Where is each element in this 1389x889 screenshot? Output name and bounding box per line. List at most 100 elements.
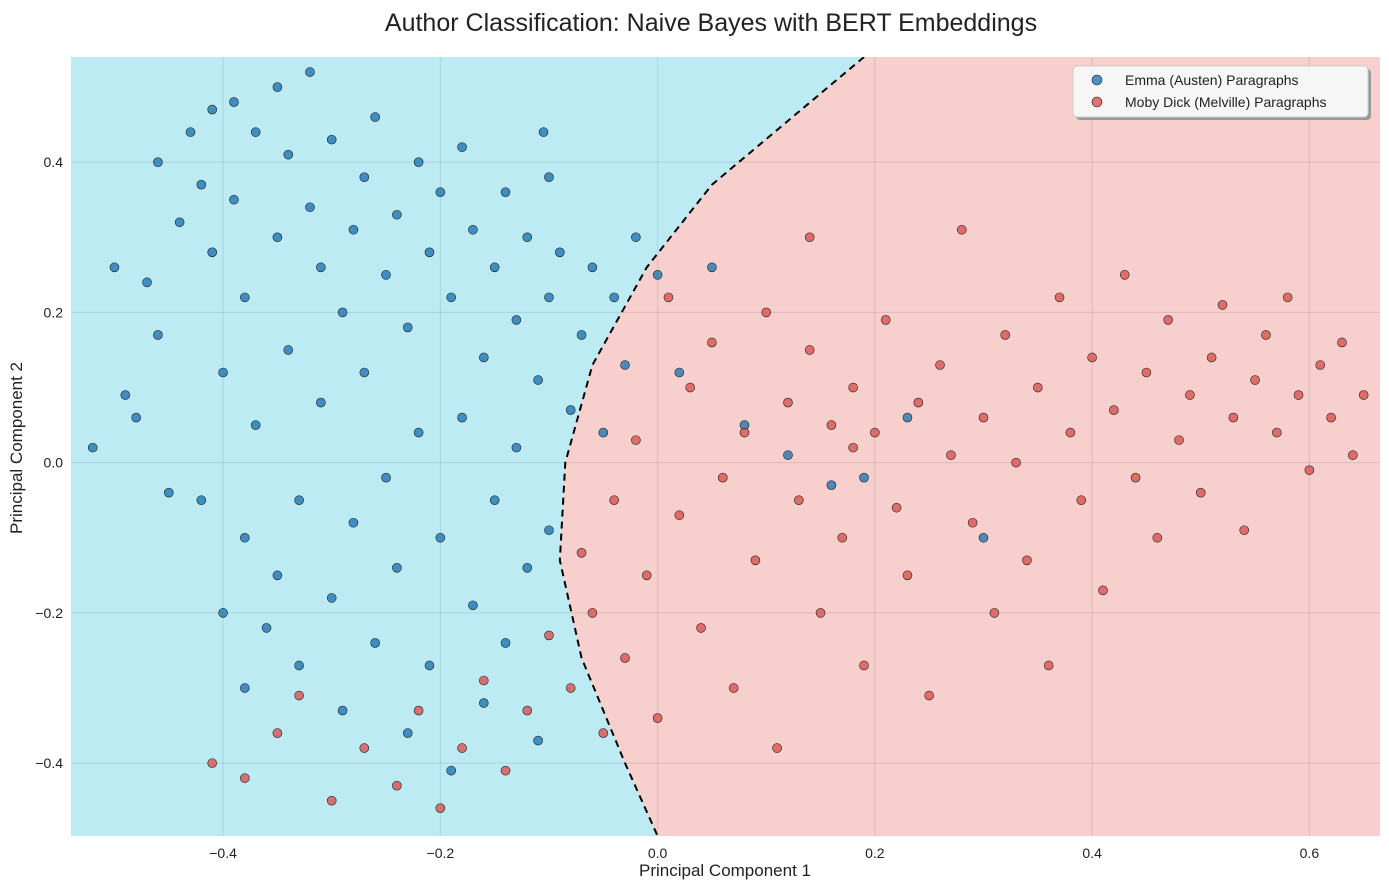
- moby-dick-data-point: [1152, 532, 1163, 543]
- moby-dick-data-point: [652, 713, 663, 723]
- emma-data-point: [207, 104, 218, 115]
- moby-dick-data-point: [1174, 435, 1184, 445]
- emma-data-point: [359, 367, 370, 378]
- moby-dick-data-point: [1250, 375, 1260, 385]
- moby-dick-data-point: [1065, 427, 1076, 438]
- moby-dick-data-point: [1043, 660, 1054, 671]
- emma-data-point: [468, 600, 478, 611]
- emma-data-point: [272, 82, 283, 92]
- moby-dick-data-point: [359, 743, 370, 753]
- emma-data-point: [533, 375, 543, 385]
- moby-dick-data-point: [989, 608, 1000, 618]
- legend-label-emma: Emma (Austen) Paragraphs: [1125, 72, 1299, 88]
- emma-data-point: [316, 397, 326, 408]
- emma-data-point: [587, 262, 598, 273]
- emma-data-point: [576, 330, 587, 340]
- moby-dick-data-point: [696, 623, 706, 633]
- moby-dick-data-point: [956, 224, 967, 235]
- moby-dick-data-point: [207, 758, 218, 768]
- moby-dick-data-point: [1022, 555, 1032, 566]
- emma-data-point: [337, 705, 348, 716]
- moby-dick-data-point: [717, 472, 728, 483]
- emma-data-point: [435, 532, 446, 543]
- moby-dick-data-point: [728, 683, 739, 693]
- moby-dick-data-point: [1206, 352, 1217, 363]
- moby-dick-data-point: [1293, 390, 1304, 400]
- x-tick-label: 0.2: [865, 845, 885, 861]
- emma-data-point: [446, 292, 457, 303]
- emma-data-point: [250, 127, 261, 137]
- emma-data-point: [392, 563, 402, 573]
- emma-data-point: [902, 412, 913, 423]
- moby-dick-data-point: [392, 780, 402, 791]
- moby-dick-data-point: [478, 675, 489, 686]
- moby-dick-data-point: [1239, 525, 1250, 536]
- emma-data-point: [511, 442, 522, 453]
- moby-dick-data-point: [1054, 292, 1065, 303]
- moby-dick-data-point: [826, 420, 837, 430]
- moby-dick-data-point: [772, 743, 782, 753]
- legend-box: [1072, 65, 1369, 118]
- moby-dick-data-point: [1326, 412, 1336, 423]
- emma-data-point: [381, 270, 391, 280]
- emma-data-point: [707, 262, 717, 273]
- emma-data-point: [229, 194, 239, 205]
- y-tick-label: 0.2: [44, 304, 64, 320]
- moby-dick-data-point: [685, 382, 695, 393]
- moby-dick-data-point: [804, 232, 815, 243]
- moby-dick-data-point: [294, 690, 304, 701]
- y-tick-label: 0.0: [44, 455, 64, 471]
- emma-data-point: [522, 563, 533, 573]
- moby-dick-data-point: [1130, 472, 1141, 483]
- emma-data-point: [652, 270, 663, 280]
- emma-data-point: [565, 405, 576, 415]
- legend-marker-moby: [1091, 96, 1103, 108]
- y-axis-label: Principal Component 2: [7, 362, 26, 534]
- moby-dick-data-point: [457, 743, 467, 753]
- x-tick-label: 0.4: [1082, 845, 1102, 861]
- moby-dick-data-point: [1282, 292, 1293, 303]
- x-axis-label: Principal Component 1: [639, 861, 811, 880]
- emma-data-point: [424, 247, 435, 258]
- emma-data-point: [522, 232, 533, 243]
- grid-lines: [71, 57, 1380, 836]
- emma-data-point: [500, 638, 511, 648]
- legend-marker-emma: [1091, 74, 1103, 86]
- moby-dick-data-point: [1000, 330, 1011, 340]
- emma-data-point: [163, 487, 174, 498]
- moby-dick-data-point: [641, 570, 652, 581]
- emma-data-point: [674, 367, 685, 378]
- plot-area: [71, 57, 1380, 836]
- moby-dick-data-point: [1076, 495, 1087, 506]
- emma-data-point: [120, 390, 131, 400]
- chart-legend: Emma (Austen) Paragraphs Moby Dick (Melv…: [1072, 65, 1371, 120]
- emma-data-point: [489, 262, 500, 273]
- emma-data-point: [348, 517, 359, 528]
- moby-dick-data-point: [967, 517, 978, 528]
- moby-dick-data-point: [848, 442, 858, 453]
- moby-dick-data-point: [1358, 390, 1369, 400]
- moby-dick-data-point: [902, 570, 913, 581]
- moby-dick-data-point: [1087, 352, 1097, 363]
- emma-data-point: [109, 262, 120, 273]
- moby-dick-data-point: [815, 608, 826, 618]
- moby-dick-data-point: [565, 683, 576, 693]
- moby-dick-data-point: [739, 427, 750, 438]
- y-tick-label: −0.2: [35, 605, 63, 621]
- emma-data-point: [859, 472, 869, 483]
- emma-data-point: [544, 172, 554, 182]
- emma-data-point: [240, 683, 250, 693]
- emma-data-point: [218, 608, 228, 618]
- y-tick-label: −0.4: [35, 755, 63, 771]
- emma-data-point: [435, 187, 446, 198]
- emma-data-point: [478, 352, 489, 363]
- emma-data-point: [131, 412, 141, 423]
- emma-data-point: [446, 765, 457, 776]
- moby-dick-data-point: [1315, 360, 1326, 370]
- moby-dick-data-point: [707, 337, 717, 348]
- moby-dick-data-point: [240, 773, 250, 783]
- moby-dick-data-point: [761, 307, 772, 318]
- moby-dick-data-point: [272, 728, 283, 738]
- moby-dick-data-point: [576, 547, 587, 558]
